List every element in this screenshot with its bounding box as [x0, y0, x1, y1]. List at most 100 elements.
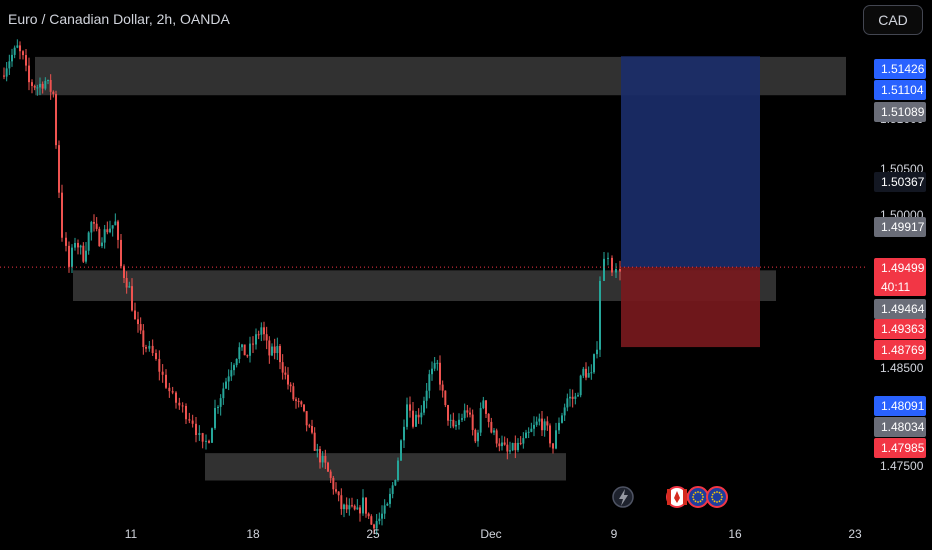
candle: [201, 432, 204, 449]
candle-body: [444, 390, 447, 406]
currency-button[interactable]: CAD: [863, 5, 923, 35]
price-label-bg: [874, 59, 926, 79]
candle-body: [142, 330, 145, 347]
candle-body: [474, 429, 477, 442]
candle: [487, 413, 490, 428]
candle: [33, 84, 36, 91]
candle-body: [181, 405, 184, 407]
candle-body: [55, 93, 57, 146]
candle: [423, 396, 425, 416]
candle: [74, 237, 76, 251]
candle: [155, 349, 157, 361]
candle-body: [292, 386, 295, 400]
candle: [436, 359, 439, 371]
candle: [211, 427, 213, 443]
candle: [263, 321, 265, 341]
candle-body: [273, 346, 276, 354]
candle-body: [161, 371, 164, 375]
candle: [106, 221, 109, 235]
candle-body: [482, 400, 485, 409]
candle-body: [561, 415, 563, 423]
candle: [3, 67, 5, 80]
candle-body: [300, 401, 303, 405]
candle-body: [44, 80, 47, 89]
candle-body: [214, 407, 216, 429]
price-label-text: 1.47985: [881, 441, 925, 455]
candle: [549, 423, 551, 448]
candle: [389, 488, 391, 508]
candle-body: [171, 391, 174, 393]
candle-body: [16, 45, 19, 48]
candle-body: [615, 268, 617, 273]
candle-body: [351, 505, 353, 507]
candle: [343, 503, 345, 518]
candle-body: [574, 396, 577, 399]
candle-body: [417, 414, 420, 418]
candle-body: [137, 319, 139, 325]
x-tick-label: 11: [125, 527, 138, 541]
candle-body: [501, 442, 503, 447]
candle-body: [31, 82, 33, 86]
candle: [235, 358, 238, 368]
chart-title: Euro / Canadian Dollar, 2h, OANDA: [8, 11, 230, 27]
candle-body: [52, 91, 55, 94]
candle: [383, 499, 386, 519]
candle-body: [566, 398, 569, 408]
candle: [353, 504, 356, 511]
candle-body: [65, 237, 67, 246]
candle-body: [111, 225, 114, 229]
candle-body: [11, 54, 13, 62]
candle-body: [134, 310, 136, 320]
candle-body: [303, 404, 305, 412]
candle-body: [455, 424, 457, 427]
candle: [485, 399, 487, 419]
candle: [71, 244, 73, 274]
candle: [233, 363, 235, 376]
candle-body: [370, 516, 373, 525]
candle-body: [587, 373, 590, 378]
candle-body: [511, 442, 514, 451]
candle: [61, 184, 63, 242]
candle-body: [461, 418, 463, 420]
candle-body: [74, 242, 76, 248]
candle-body: [466, 410, 469, 413]
candle-body: [571, 396, 574, 399]
price-label-bg: [874, 80, 926, 100]
candle: [131, 278, 133, 312]
candle: [530, 422, 533, 433]
loss-zone: [621, 267, 760, 348]
candle-body: [271, 346, 273, 356]
candle: [316, 443, 319, 458]
candle: [452, 412, 455, 429]
candle-body: [596, 349, 598, 355]
candle-body: [305, 411, 308, 426]
candle: [370, 514, 373, 526]
candle: [327, 461, 329, 472]
candle-body: [335, 489, 337, 492]
price-label-text: 1.49917: [881, 220, 925, 234]
candle: [271, 343, 273, 357]
candle-body: [348, 505, 351, 510]
candle: [158, 350, 161, 381]
candle: [412, 401, 414, 429]
candle: [168, 382, 171, 398]
candle-body: [381, 513, 383, 519]
candle: [227, 369, 230, 391]
candle: [546, 416, 549, 431]
candle-body: [281, 362, 284, 373]
candle-body: [41, 83, 44, 89]
candle: [482, 396, 485, 410]
candle-body: [509, 450, 511, 452]
candle-body: [378, 518, 381, 522]
candle-body: [420, 412, 423, 418]
sr-zone: [205, 453, 566, 481]
price-label: 1.51089: [874, 102, 926, 122]
price-label: 1.49917: [874, 217, 926, 237]
candle-body: [98, 228, 101, 247]
candle-body: [103, 229, 106, 243]
candle: [615, 263, 617, 279]
candle-body: [217, 406, 219, 408]
countdown-label: 40:11: [881, 280, 910, 294]
candle: [461, 413, 463, 422]
